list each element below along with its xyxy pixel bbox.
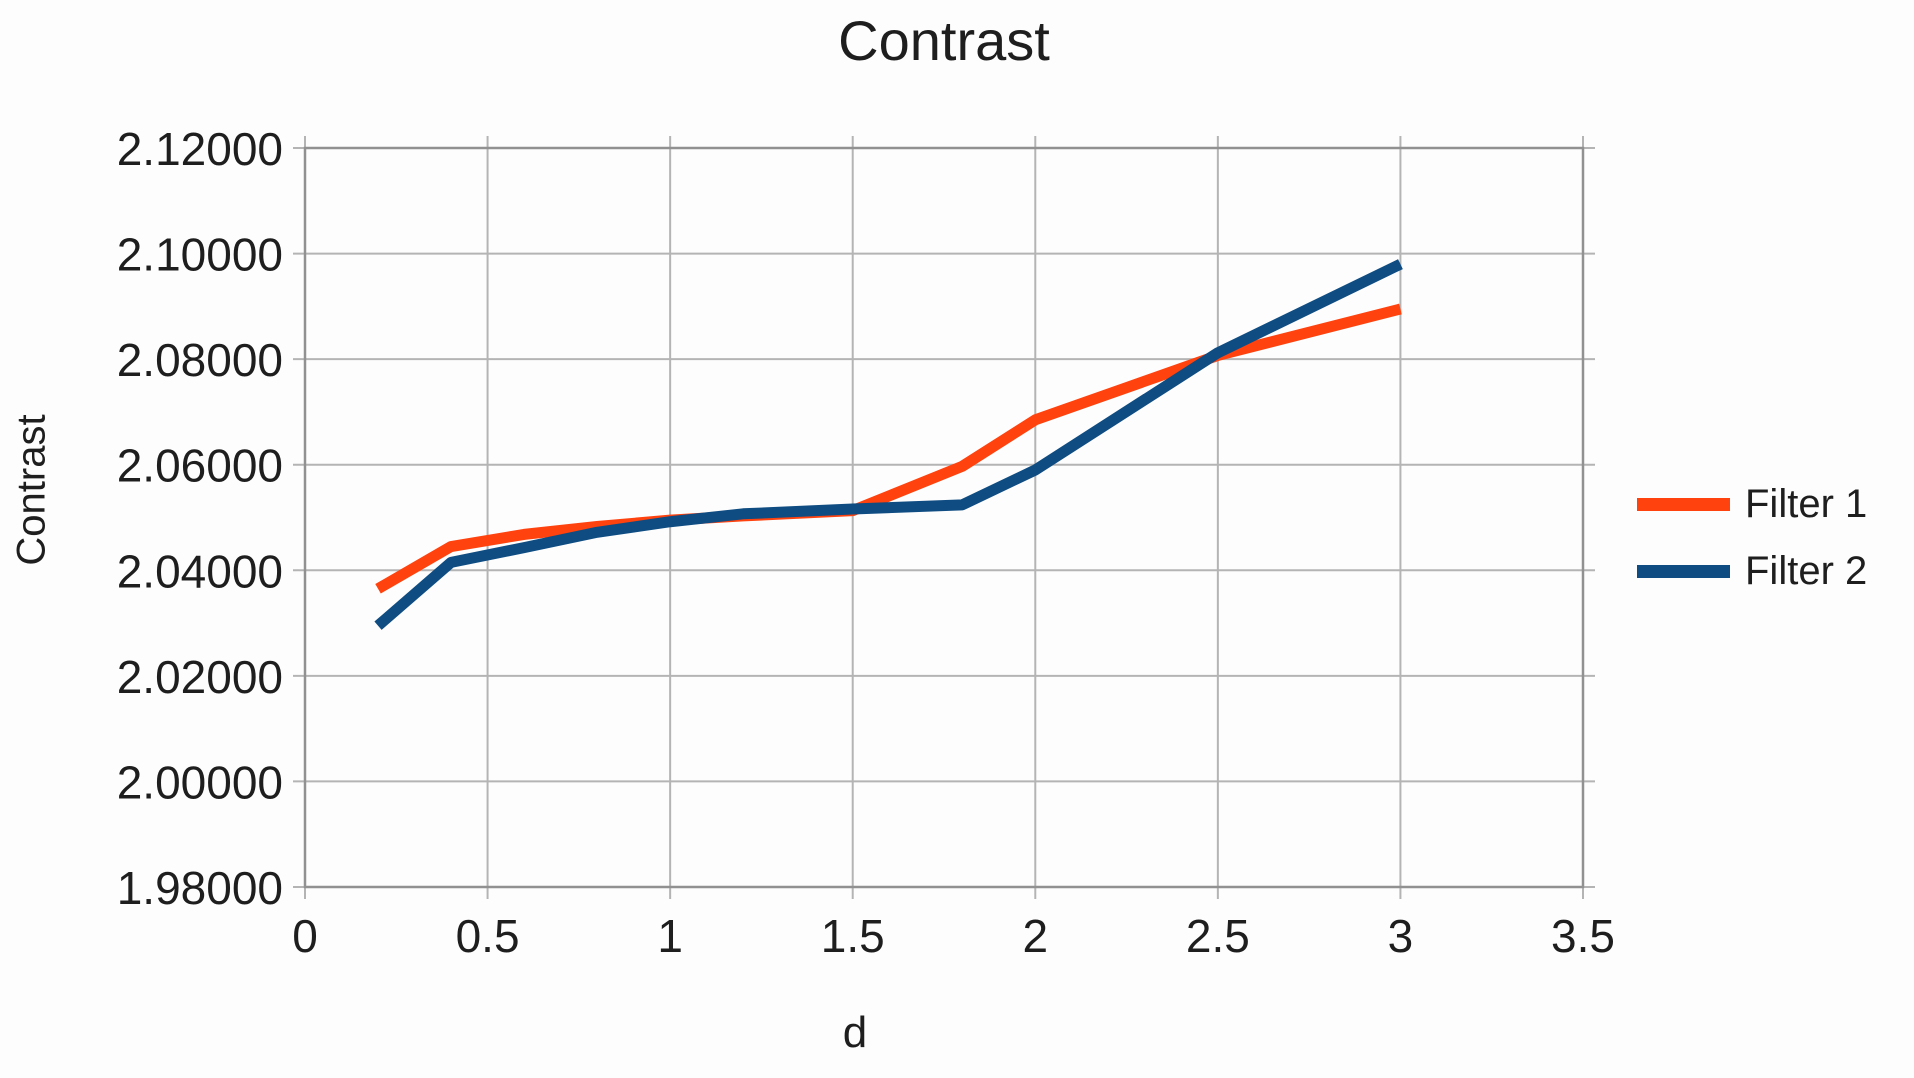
legend-label-filter-1: Filter 1 bbox=[1745, 481, 1868, 526]
legend-item-filter-2: Filter 2 bbox=[1637, 548, 1868, 593]
x-tick-label: 3 bbox=[1388, 910, 1414, 962]
legend-line-swatch-filter-1 bbox=[1637, 497, 1730, 511]
x-tick-label: 1 bbox=[657, 910, 683, 962]
y-tick-label: 2.08000 bbox=[117, 334, 283, 386]
x-tick-label: 0 bbox=[292, 910, 318, 962]
chart-title: Contrast bbox=[838, 9, 1050, 72]
x-tick-label: 3.5 bbox=[1551, 910, 1615, 962]
series-line-filter-2 bbox=[374, 259, 1403, 630]
y-tick-label: 2.02000 bbox=[117, 651, 283, 703]
y-tick-label: 2.12000 bbox=[117, 123, 283, 175]
plot-border bbox=[303, 146, 1585, 889]
legend-line-swatch-filter-2 bbox=[1637, 564, 1730, 578]
x-tick-label: 2 bbox=[1022, 910, 1048, 962]
y-tick-label: 2.00000 bbox=[117, 756, 283, 808]
x-tick-label: 1.5 bbox=[821, 910, 885, 962]
x-axis-title: d bbox=[842, 1008, 868, 1057]
x-tick-label: 2.5 bbox=[1186, 910, 1250, 962]
y-tick-label: 2.04000 bbox=[117, 545, 283, 597]
y-axis-title: Contrast bbox=[9, 414, 54, 566]
y-tick-label: 2.10000 bbox=[117, 229, 283, 281]
y-tick-label: 1.98000 bbox=[117, 862, 283, 914]
legend: Filter 1 Filter 2 bbox=[1637, 481, 1868, 593]
legend-item-filter-1: Filter 1 bbox=[1637, 481, 1868, 526]
y-tick-label: 2.06000 bbox=[117, 440, 283, 492]
legend-label-filter-2: Filter 2 bbox=[1745, 548, 1868, 593]
x-tick-label: 0.5 bbox=[456, 910, 520, 962]
